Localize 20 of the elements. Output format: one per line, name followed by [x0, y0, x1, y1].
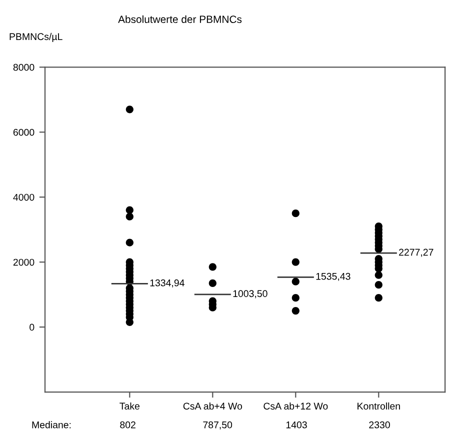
y-tick-label: 0	[30, 324, 34, 331]
chart-title: Absolutwerte der PBMNCs	[118, 15, 242, 24]
text: Mediane:	[32, 421, 71, 428]
x-tick-label: Take	[120, 402, 140, 410]
annotation: 1334,94	[150, 279, 184, 288]
annotation: 1535,43	[316, 272, 350, 281]
y-tick-label: 2000	[13, 258, 34, 266]
x-tick-label: CsA ab+4 Wo	[183, 402, 242, 410]
y-tick-label: 6000	[13, 128, 34, 136]
y-tick-label: 8000	[13, 64, 34, 71]
y-tick-label: 4000	[13, 194, 34, 201]
text: 2330	[369, 421, 390, 428]
annotation: 1003,50	[233, 290, 268, 298]
annotation: 2277,27	[399, 248, 434, 257]
x-tick-label: Kontrollen	[358, 402, 400, 410]
text: 1403	[286, 421, 307, 428]
y-axis-title: PBMNCs/µL	[10, 32, 62, 42]
text: 787,50	[203, 421, 232, 430]
text: 802	[120, 421, 136, 428]
x-tick-label: CsA ab+12 Wo	[264, 402, 328, 410]
